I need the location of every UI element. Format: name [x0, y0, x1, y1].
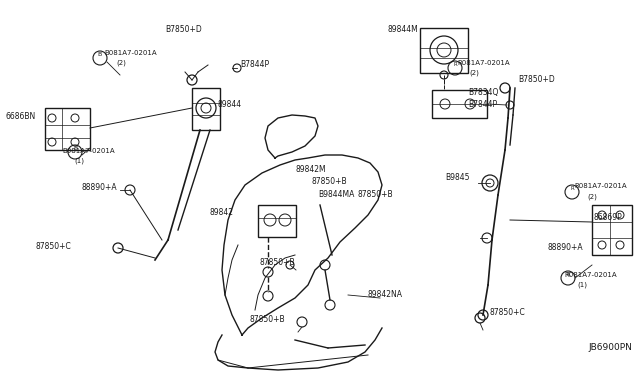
- Text: B7844P: B7844P: [240, 60, 269, 69]
- Text: R: R: [453, 62, 457, 67]
- Text: R: R: [570, 186, 574, 192]
- Text: B7834Q: B7834Q: [468, 88, 499, 97]
- Text: 89842NA: 89842NA: [368, 290, 403, 299]
- Text: 89844: 89844: [218, 100, 242, 109]
- Text: B: B: [73, 147, 77, 151]
- Text: B9845: B9845: [445, 173, 470, 182]
- Text: 87850+C: 87850+C: [35, 242, 71, 251]
- Text: (2): (2): [587, 193, 597, 199]
- Text: JB6900PN: JB6900PN: [588, 343, 632, 352]
- Text: R081A7-0201A: R081A7-0201A: [457, 60, 509, 66]
- Text: B081A7-0201A: B081A7-0201A: [62, 148, 115, 154]
- Text: B7850+D: B7850+D: [165, 25, 202, 34]
- Text: 89842: 89842: [210, 208, 234, 217]
- Bar: [592, 205, 632, 255]
- Text: (1): (1): [74, 158, 84, 164]
- Bar: [420, 28, 468, 73]
- Text: (2): (2): [116, 60, 126, 67]
- Text: 89844M: 89844M: [388, 25, 419, 34]
- Text: B9844MA: B9844MA: [318, 190, 355, 199]
- Text: 89842M: 89842M: [295, 165, 326, 174]
- Text: 86869P: 86869P: [593, 213, 621, 222]
- Text: (1): (1): [577, 282, 587, 289]
- Bar: [258, 205, 296, 237]
- Text: 87850+B: 87850+B: [312, 177, 348, 186]
- Text: 88890+A: 88890+A: [547, 243, 582, 252]
- Text: 87850+B: 87850+B: [358, 190, 394, 199]
- Text: 87850+B: 87850+B: [260, 258, 296, 267]
- Text: (2): (2): [469, 70, 479, 77]
- Text: 87850+B: 87850+B: [250, 315, 285, 324]
- Text: B: B: [98, 52, 102, 58]
- Bar: [432, 90, 487, 118]
- Text: 6686BN: 6686BN: [5, 112, 35, 121]
- Text: R: R: [566, 273, 570, 278]
- Text: 88890+A: 88890+A: [82, 183, 118, 192]
- Text: R081A7-0201A: R081A7-0201A: [564, 272, 616, 278]
- Text: B081A7-0201A: B081A7-0201A: [104, 50, 157, 56]
- Text: R081A7-0201A: R081A7-0201A: [574, 183, 627, 189]
- Text: B7844P: B7844P: [468, 100, 497, 109]
- Text: B7850+D: B7850+D: [518, 75, 555, 84]
- Text: 87850+C: 87850+C: [490, 308, 525, 317]
- Bar: [192, 88, 220, 130]
- Bar: [45, 108, 90, 150]
